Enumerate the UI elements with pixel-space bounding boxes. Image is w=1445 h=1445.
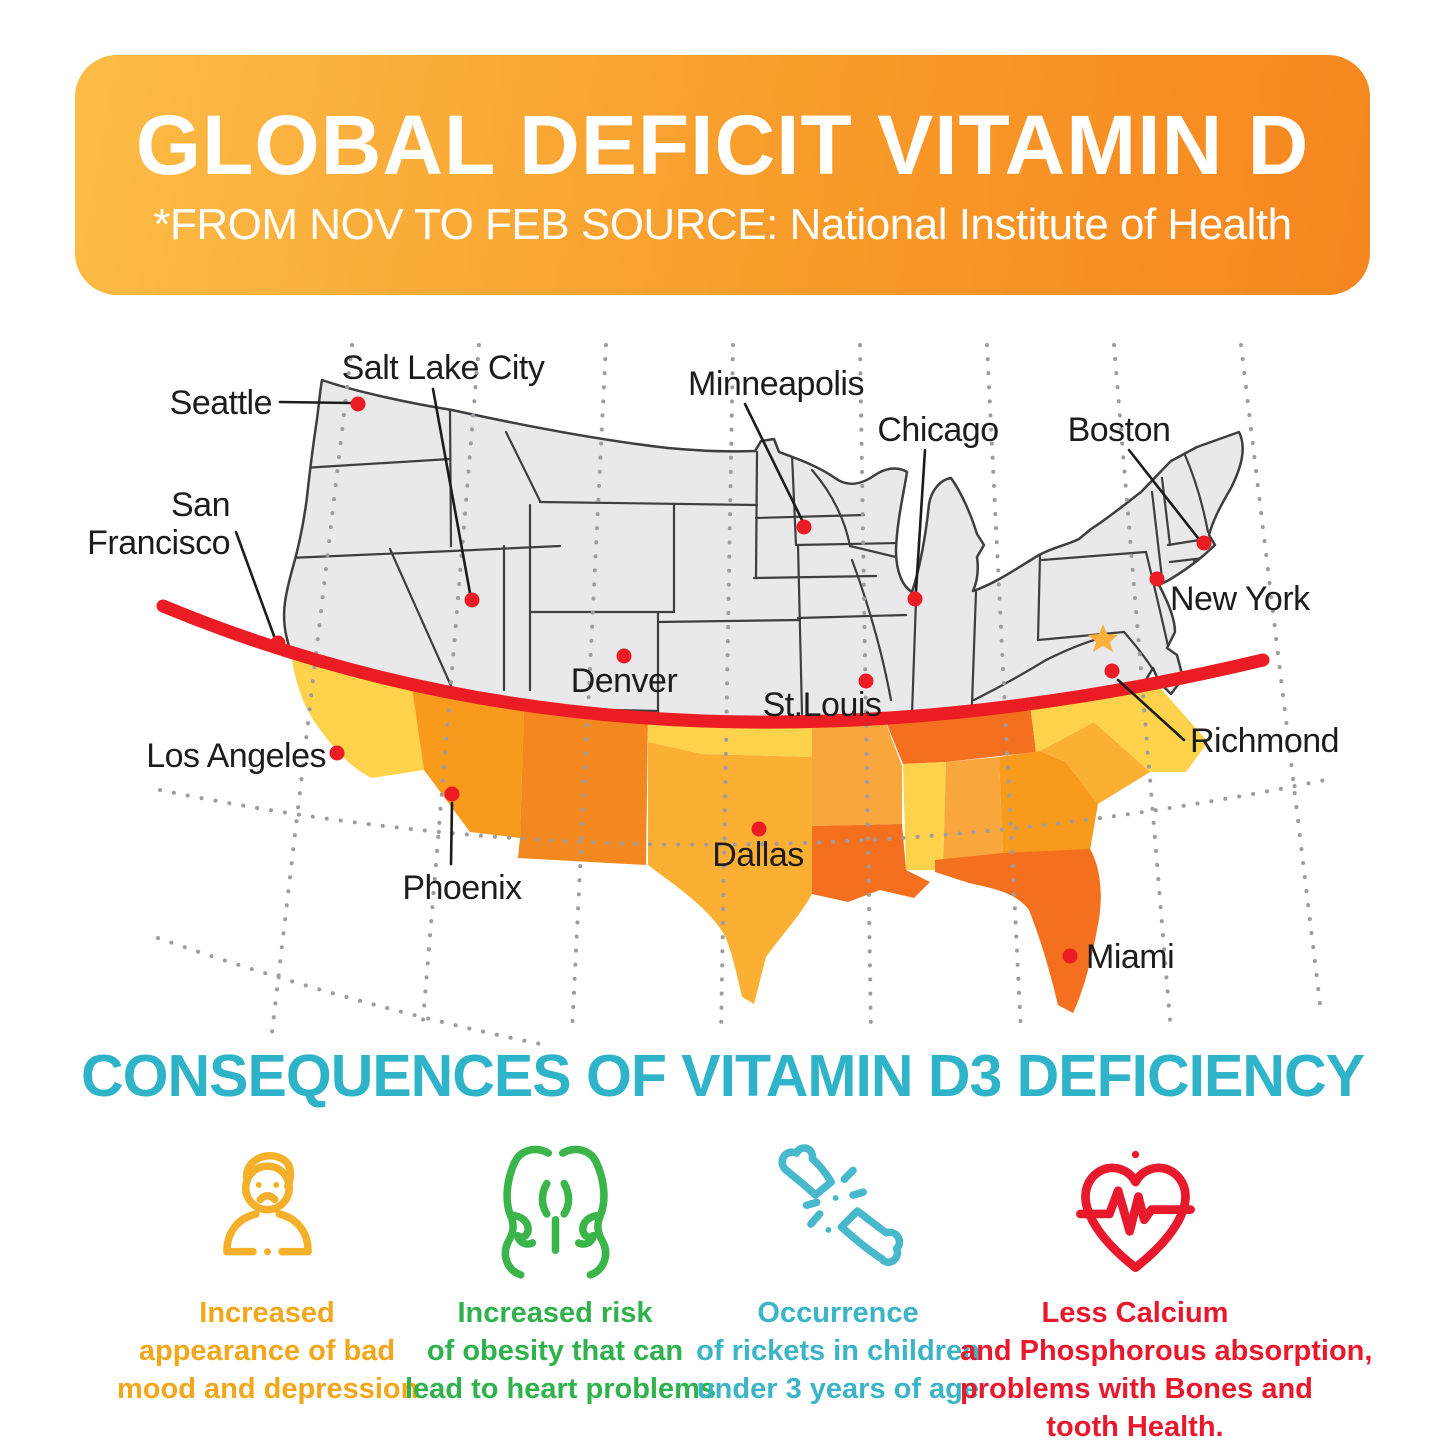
city-labels: Seattle Salt Lake City Minneapolis Chica…: [87, 349, 1339, 976]
sad-person-icon: [117, 1140, 417, 1290]
state-georgia: [999, 751, 1098, 855]
obesity-back-icon: [405, 1140, 705, 1290]
city-label-dallas: Dallas: [712, 836, 803, 874]
city-label-st-louis: St.Louis: [763, 686, 882, 724]
graticule-lines: [156, 343, 1337, 1047]
city-label-seattle: Seattle: [170, 384, 272, 422]
city-label-new-york: New York: [1170, 580, 1311, 618]
consequence-text-line: Increased risk: [457, 1297, 653, 1329]
city-dot-new-york: [1149, 571, 1165, 587]
deficit-free-states: [291, 652, 1208, 1013]
consequence-text-line: and Phosphorous absorption,: [960, 1335, 1373, 1367]
consequence-text-line: tooth Health.: [1046, 1411, 1224, 1443]
city-dot-boston: [1196, 535, 1212, 551]
consequence-item-calcium: Less Calcium and Phosphorous absorption,…: [960, 1140, 1373, 1445]
city-label-san-francisco-line1: San: [171, 486, 230, 524]
city-dot-miami: [1062, 948, 1078, 964]
city-label-los-angeles: Los Angeles: [146, 737, 326, 775]
washington-dc-star-icon: [1088, 624, 1118, 652]
consequence-text-line: under 3 years of age: [696, 1373, 980, 1405]
consequence-text-line: of rickets in children: [696, 1335, 980, 1367]
city-label-miami: Miami: [1086, 938, 1174, 976]
city-dot-chicago: [907, 591, 923, 607]
city-label-richmond: Richmond: [1190, 722, 1339, 760]
city-dot-richmond: [1104, 663, 1120, 679]
city-label-salt-lake-city: Salt Lake City: [342, 349, 545, 387]
state-arizona: [412, 688, 524, 838]
city-label-san-francisco-line2: Francisco: [87, 524, 230, 562]
consequence-item-mood: Increased appearance of bad mood and dep…: [117, 1140, 419, 1408]
state-mississippi: [903, 762, 946, 870]
consequence-text-line: appearance of bad: [138, 1335, 396, 1367]
state-texas: [648, 742, 812, 1004]
city-dot-st-louis: [858, 673, 874, 689]
city-label-chicago: Chicago: [877, 411, 998, 449]
city-dot-minneapolis: [796, 519, 812, 535]
city-label-phoenix: Phoenix: [402, 869, 522, 907]
city-label-boston: Boston: [1068, 411, 1171, 449]
city-dot-phoenix: [444, 786, 460, 802]
state-south-carolina: [1040, 722, 1150, 804]
consequence-text-line: of obesity that can: [426, 1335, 684, 1367]
state-new-mexico: [518, 706, 648, 865]
city-dot-los-angeles: [329, 745, 345, 761]
consequence-item-rickets: Occurrence of rickets in children under …: [688, 1140, 988, 1408]
heart-pulse-icon: [960, 1140, 1310, 1290]
city-leader-lines: [234, 387, 1200, 866]
consequence-text-line: mood and depression: [117, 1373, 419, 1405]
city-dot-denver: [616, 648, 632, 664]
consequence-item-obesity: Increased risk of obesity that can lead …: [405, 1140, 717, 1408]
vitamin-d-boundary-line: [156, 599, 1270, 729]
page-title: GLOBAL DEFICIT VITAMIN D: [135, 98, 1310, 192]
consequence-text-line: problems with Bones and: [960, 1373, 1313, 1405]
consequence-text-line: Occurrence: [757, 1297, 919, 1329]
city-dot-salt-lake-city: [464, 592, 480, 608]
city-dot-san-francisco: [270, 635, 286, 651]
consequence-text-line: Less Calcium: [1041, 1297, 1229, 1329]
city-label-minneapolis: Minneapolis: [688, 365, 864, 403]
state-florida: [935, 849, 1101, 1013]
state-louisiana: [812, 824, 930, 902]
consequences-heading: CONSEQUENCES OF VITAMIN D3 DEFICIENCY: [81, 1043, 1365, 1109]
city-dots: [270, 396, 1212, 964]
city-dot-dallas: [751, 821, 767, 837]
broken-bone-icon: [688, 1140, 988, 1290]
header-banner: GLOBAL DEFICIT VITAMIN D *FROM NOV TO FE…: [75, 55, 1370, 295]
consequence-text-line: Increased: [199, 1297, 335, 1329]
city-dot-seattle: [350, 396, 366, 412]
state-alabama: [943, 757, 1003, 870]
page-subtitle: *FROM NOV TO FEB SOURCE: National Instit…: [153, 200, 1292, 249]
state-arkansas: [812, 718, 902, 826]
city-label-denver: Denver: [571, 662, 678, 700]
consequence-text-line: lead to heart problems: [405, 1373, 717, 1405]
